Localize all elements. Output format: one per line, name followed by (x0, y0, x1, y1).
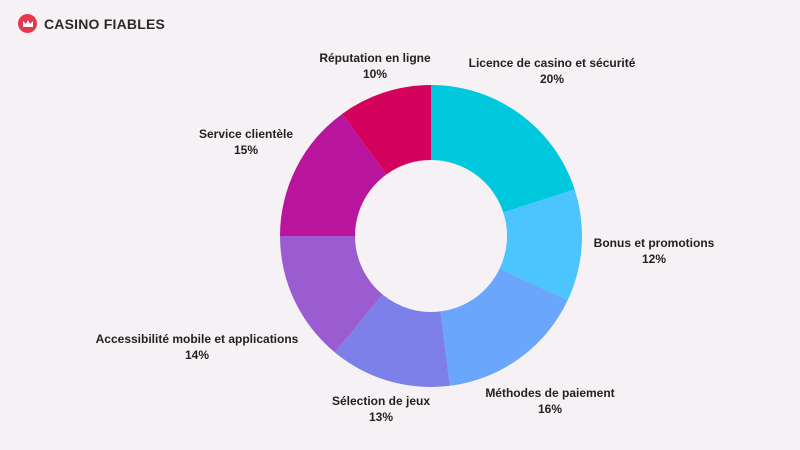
donut-slice (280, 236, 383, 353)
donut-slice (280, 113, 387, 236)
slice-label: Réputation en ligne (319, 51, 431, 65)
donut-slice (334, 294, 450, 387)
slice-label: Sélection de jeux (332, 394, 430, 408)
slice-value-label: 20% (540, 72, 564, 86)
donut-slice (342, 85, 431, 175)
crown-icon (18, 14, 37, 33)
donut-slice (499, 189, 582, 301)
slice-value-label: 13% (369, 410, 393, 424)
slice-value-label: 10% (363, 67, 387, 81)
slice-label: Service clientèle (199, 127, 293, 141)
slice-label: Bonus et promotions (594, 236, 715, 250)
brand-name: CASINO FIABLES (44, 15, 166, 32)
donut-slice (431, 85, 575, 213)
donut-slice (440, 268, 568, 386)
slice-value-label: 14% (185, 348, 209, 362)
brand-logo[interactable]: CASINO FIABLES (18, 14, 165, 33)
slice-value-label: 15% (234, 143, 258, 157)
slice-label: Accessibilité mobile et applications (96, 332, 299, 346)
slice-label: Méthodes de paiement (485, 386, 614, 400)
slice-value-label: 16% (538, 402, 562, 416)
slice-label: Licence de casino et sécurité (469, 56, 636, 70)
slice-value-label: 12% (642, 252, 666, 266)
